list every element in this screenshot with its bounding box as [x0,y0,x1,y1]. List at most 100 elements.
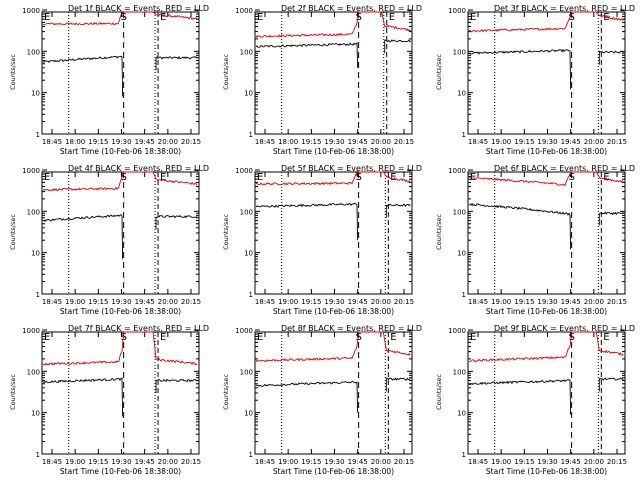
lld-series-line [468,331,597,363]
x-tick-label: 19:30 [324,298,344,306]
y-tick-label: 100 [453,368,466,376]
panel-det3f: Det 3f BLACK = Events, RED = LLD Counts/s… [435,4,635,156]
y-tick-label: 10 [457,90,466,98]
x-tick-label: 19:15 [88,138,108,146]
x-tick-label: 19:30 [111,298,131,306]
x-tick-label: 19:30 [537,138,557,146]
y-tick-label: 1 [462,291,466,299]
x-tick-label: 20:00 [158,138,178,146]
y-tick-label: 10 [457,410,466,418]
events-series-line [385,203,411,218]
lld-series-line [42,171,154,192]
marker-label: S [121,172,127,183]
y-tick-label: 1 [462,131,466,139]
y-tick-label: 1 [36,131,40,139]
panel-det4f: Det 4f BLACK = Events, RED = LLD Counts/s… [9,164,209,316]
x-tick-label: 20:15 [394,458,414,466]
x-tick-label: 19:45 [561,458,581,466]
x-axis-label: Start Time (10-Feb-06 18:38:00) [60,307,181,316]
panel-det7f: Det 7f BLACK = Events, RED = LLD Counts/s… [9,324,209,476]
y-axis-label: Counts/sec [222,374,230,410]
lld-series-line [42,11,154,26]
x-tick-label: 19:15 [301,298,321,306]
x-tick-label: 19:00 [278,458,298,466]
panel-title: Det 2f BLACK = Events, RED = LLD [281,4,422,13]
x-axis-label: Start Time (10-Feb-06 18:38:00) [273,467,394,476]
marker-label: E [389,12,395,23]
lld-series-line [255,11,382,39]
y-tick-label: 10 [31,250,40,258]
x-tick-label: 19:00 [491,138,511,146]
lld-series-line [42,331,154,366]
events-series-line [255,42,359,68]
x-tick-label: 20:15 [607,138,627,146]
marker-label: S [569,332,575,343]
panel-title: Det 5f BLACK = Events, RED = LLD [281,164,422,173]
marker-label: S [121,332,127,343]
events-series-line [598,211,624,226]
lld-series-line [381,11,412,32]
y-tick-label: 10 [244,90,253,98]
y-axis-label: Counts/sec [435,54,443,90]
x-tick-label: 19:00 [65,298,85,306]
panel-title: Det 3f BLACK = Events, RED = LLD [494,4,635,13]
events-series-line [384,39,412,54]
lld-series-line [152,331,198,366]
panel-title: Det 1f BLACK = Events, RED = LLD [68,4,209,13]
x-tick-label: 18:00 [65,138,85,146]
x-tick-label: 19:30 [324,458,344,466]
y-tick-label: 100 [27,48,40,56]
x-tick-label: 20:15 [394,298,414,306]
y-tick-label: 100 [27,208,40,216]
y-tick-label: 100 [453,208,466,216]
x-axis-label: Start Time (10-Feb-06 18:38:00) [486,147,607,156]
x-tick-label: 19:15 [514,458,534,466]
y-tick-label: 1000 [235,327,253,335]
marker-label: E [603,332,609,343]
plot-frame [41,11,200,135]
marker-label: E [160,172,166,183]
y-tick-label: 10 [31,90,40,98]
y-tick-label: 1000 [448,167,466,175]
lld-series-line [382,171,411,183]
marker-label: E [470,172,476,183]
lld-series-line [595,11,624,22]
marker-label: S [356,172,362,183]
events-series-line [155,214,198,229]
events-series-line [385,377,411,392]
x-tick-label: 19:45 [348,138,368,146]
y-tick-label: 1000 [22,167,40,175]
x-tick-label: 20:15 [181,458,201,466]
y-tick-label: 100 [240,48,253,56]
events-series-line [468,379,572,415]
y-tick-label: 1000 [22,7,40,15]
x-tick-label: 20:00 [158,458,178,466]
x-tick-label: 20:15 [181,298,201,306]
panel-title: Det 4f BLACK = Events, RED = LLD [68,164,209,173]
x-tick-label: 20:00 [371,458,391,466]
y-tick-label: 100 [27,368,40,376]
x-tick-label: 19:00 [491,298,511,306]
marker-label: E [257,332,263,343]
y-axis-label: Counts/sec [9,54,17,90]
x-axis-label: Start Time (10-Feb-06 18:38:00) [486,307,607,316]
marker-label: E [470,12,476,23]
marker-label: S [356,12,362,23]
y-tick-label: 1 [249,131,253,139]
marker-label: E [44,172,50,183]
marker-label: E [257,172,263,183]
y-axis-label: Counts/sec [222,54,230,90]
marker-label: E [160,12,166,23]
events-series-line [155,378,198,393]
lld-series-line [255,331,384,363]
x-tick-label: 19:15 [514,138,534,146]
x-tick-label: 19:30 [537,458,557,466]
lld-series-line [382,331,411,356]
x-tick-label: 18:45 [42,298,62,306]
marker-label: E [44,12,50,23]
y-tick-label: 1000 [22,327,40,335]
x-tick-label: 19:45 [561,138,581,146]
lld-series-line [595,331,624,356]
events-series-line [42,55,124,97]
